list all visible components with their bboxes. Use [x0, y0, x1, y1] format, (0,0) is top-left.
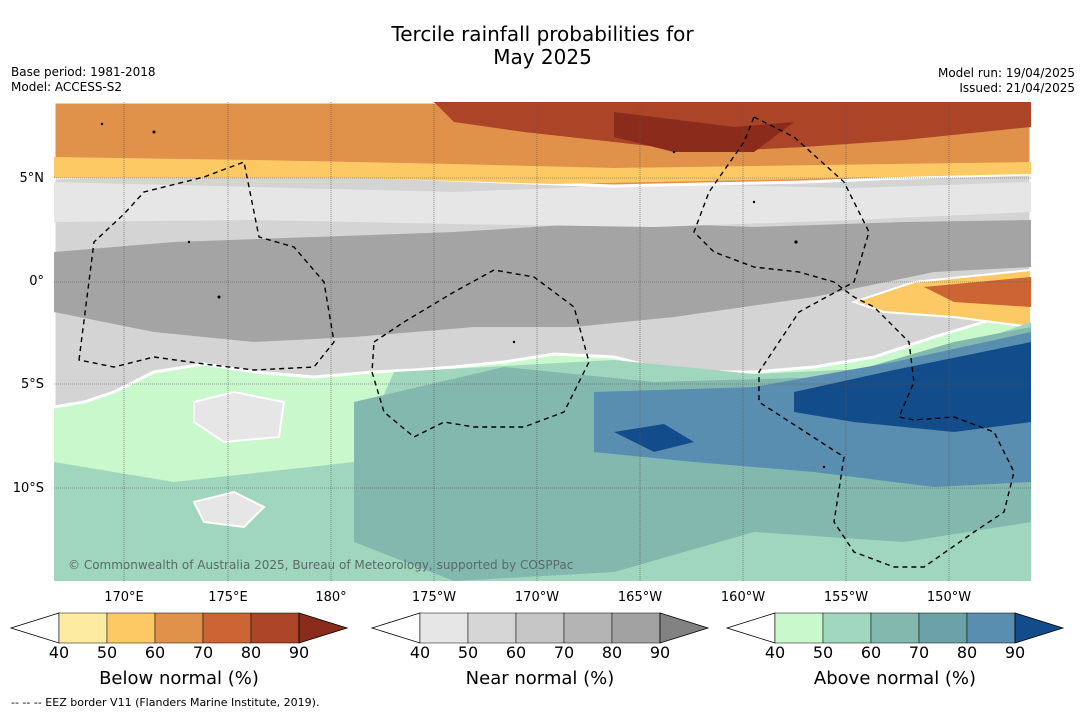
base-period: Base period: 1981-2018 [11, 65, 156, 79]
colorbar-tick-label: 40 [764, 643, 786, 662]
eez-border-note: -- -- -- EEZ border V11 (Flanders Marine… [11, 696, 320, 709]
colorbar-over-triangle [659, 612, 710, 644]
colorbar-tick-label: 90 [649, 643, 671, 662]
colorbar-segment [822, 612, 872, 644]
colorbar-segment [106, 612, 156, 644]
colorbar-tick-label: 40 [48, 643, 70, 662]
colorbar-tick-label: 70 [553, 643, 575, 662]
colorbar-tick-label: 80 [240, 643, 262, 662]
region-near-normal-light [54, 182, 1031, 227]
colorbar-segment [515, 612, 565, 644]
eez-borders [78, 116, 1015, 568]
region-below-normal-darkest [614, 112, 794, 152]
colorbar-near-normal-label: Near normal (%) [465, 668, 615, 689]
lon-label-150w: 150°W [926, 590, 972, 605]
colorbar-near-normal [370, 612, 710, 644]
colorbar-segment [58, 612, 108, 644]
map-title-line2: May 2025 [493, 45, 592, 69]
colorbars [9, 612, 1065, 644]
map-gridlines [54, 102, 1031, 581]
colorbar-tick-label: 70 [192, 643, 214, 662]
colorbar-segment [966, 612, 1016, 644]
colorbar-segment [202, 612, 252, 644]
colorbar-tick-label: 70 [908, 643, 930, 662]
colorbar-tick-label: 90 [288, 643, 310, 662]
rainfall-probability-map [54, 102, 1031, 581]
lat-label-5n: 5°N [19, 171, 45, 186]
colorbar-segment [250, 612, 300, 644]
model-name: Model: ACCESS-S2 [11, 80, 123, 94]
colorbar-under-triangle [370, 612, 421, 644]
copyright-notice: © Commonwealth of Australia 2025, Bureau… [68, 558, 574, 572]
colorbar-below-normal-label: Below normal (%) [99, 668, 259, 689]
colorbar-tick-label: 40 [409, 643, 431, 662]
map-canvas [54, 102, 1031, 581]
colorbar-segment [774, 612, 824, 644]
colorbar-segment [419, 612, 469, 644]
lat-label-10s: 10°S [12, 481, 44, 496]
colorbar-over-triangle [298, 612, 349, 644]
colorbar-tick-label: 50 [457, 643, 479, 662]
region-below-normal-yellow [54, 157, 1031, 184]
colorbar-segment [870, 612, 920, 644]
colorbar-tick-label: 90 [1004, 643, 1026, 662]
map-title-line1: Tercile rainfall probabilities for [391, 22, 694, 46]
lon-label-170e: 170°E [104, 590, 144, 605]
colorbar-under-triangle [9, 612, 60, 644]
colorbar-tick-label: 60 [860, 643, 882, 662]
lat-label-5s: 5°S [20, 377, 44, 392]
lon-label-175w: 175°W [411, 590, 457, 605]
lon-label-160w: 160°W [720, 590, 766, 605]
colorbar-above-normal-label: Above normal (%) [813, 668, 977, 689]
region-below-normal-dark [54, 102, 1031, 152]
lon-label-175e: 175°E [208, 590, 248, 605]
colorbar-segment [918, 612, 968, 644]
colorbar-tick-label: 80 [956, 643, 978, 662]
colorbar-segment [154, 612, 204, 644]
lat-label-0: 0° [29, 274, 44, 289]
colorbar-segment [467, 612, 517, 644]
colorbar-tick-label: 80 [601, 643, 623, 662]
colorbar-segment [563, 612, 613, 644]
colorbar-segment [611, 612, 661, 644]
colorbar-over-triangle [1014, 612, 1065, 644]
issued-date: Issued: 21/04/2025 [959, 81, 1075, 95]
colorbar-tick-label: 60 [144, 643, 166, 662]
colorbar-tick-label: 50 [812, 643, 834, 662]
lon-label-170w: 170°W [514, 590, 560, 605]
lon-label-165w: 165°W [617, 590, 663, 605]
lon-label-180: 180° [315, 590, 347, 605]
colorbar-below-normal [9, 612, 349, 644]
lon-label-155w: 155°W [823, 590, 869, 605]
colorbar-tick-label: 50 [96, 643, 118, 662]
model-run-date: Model run: 19/04/2025 [937, 66, 1075, 80]
region-near-normal-dark [54, 220, 1031, 342]
colorbar-above-normal [725, 612, 1065, 644]
colorbar-under-triangle [725, 612, 776, 644]
colorbar-tick-label: 60 [505, 643, 527, 662]
islands [100, 122, 826, 469]
